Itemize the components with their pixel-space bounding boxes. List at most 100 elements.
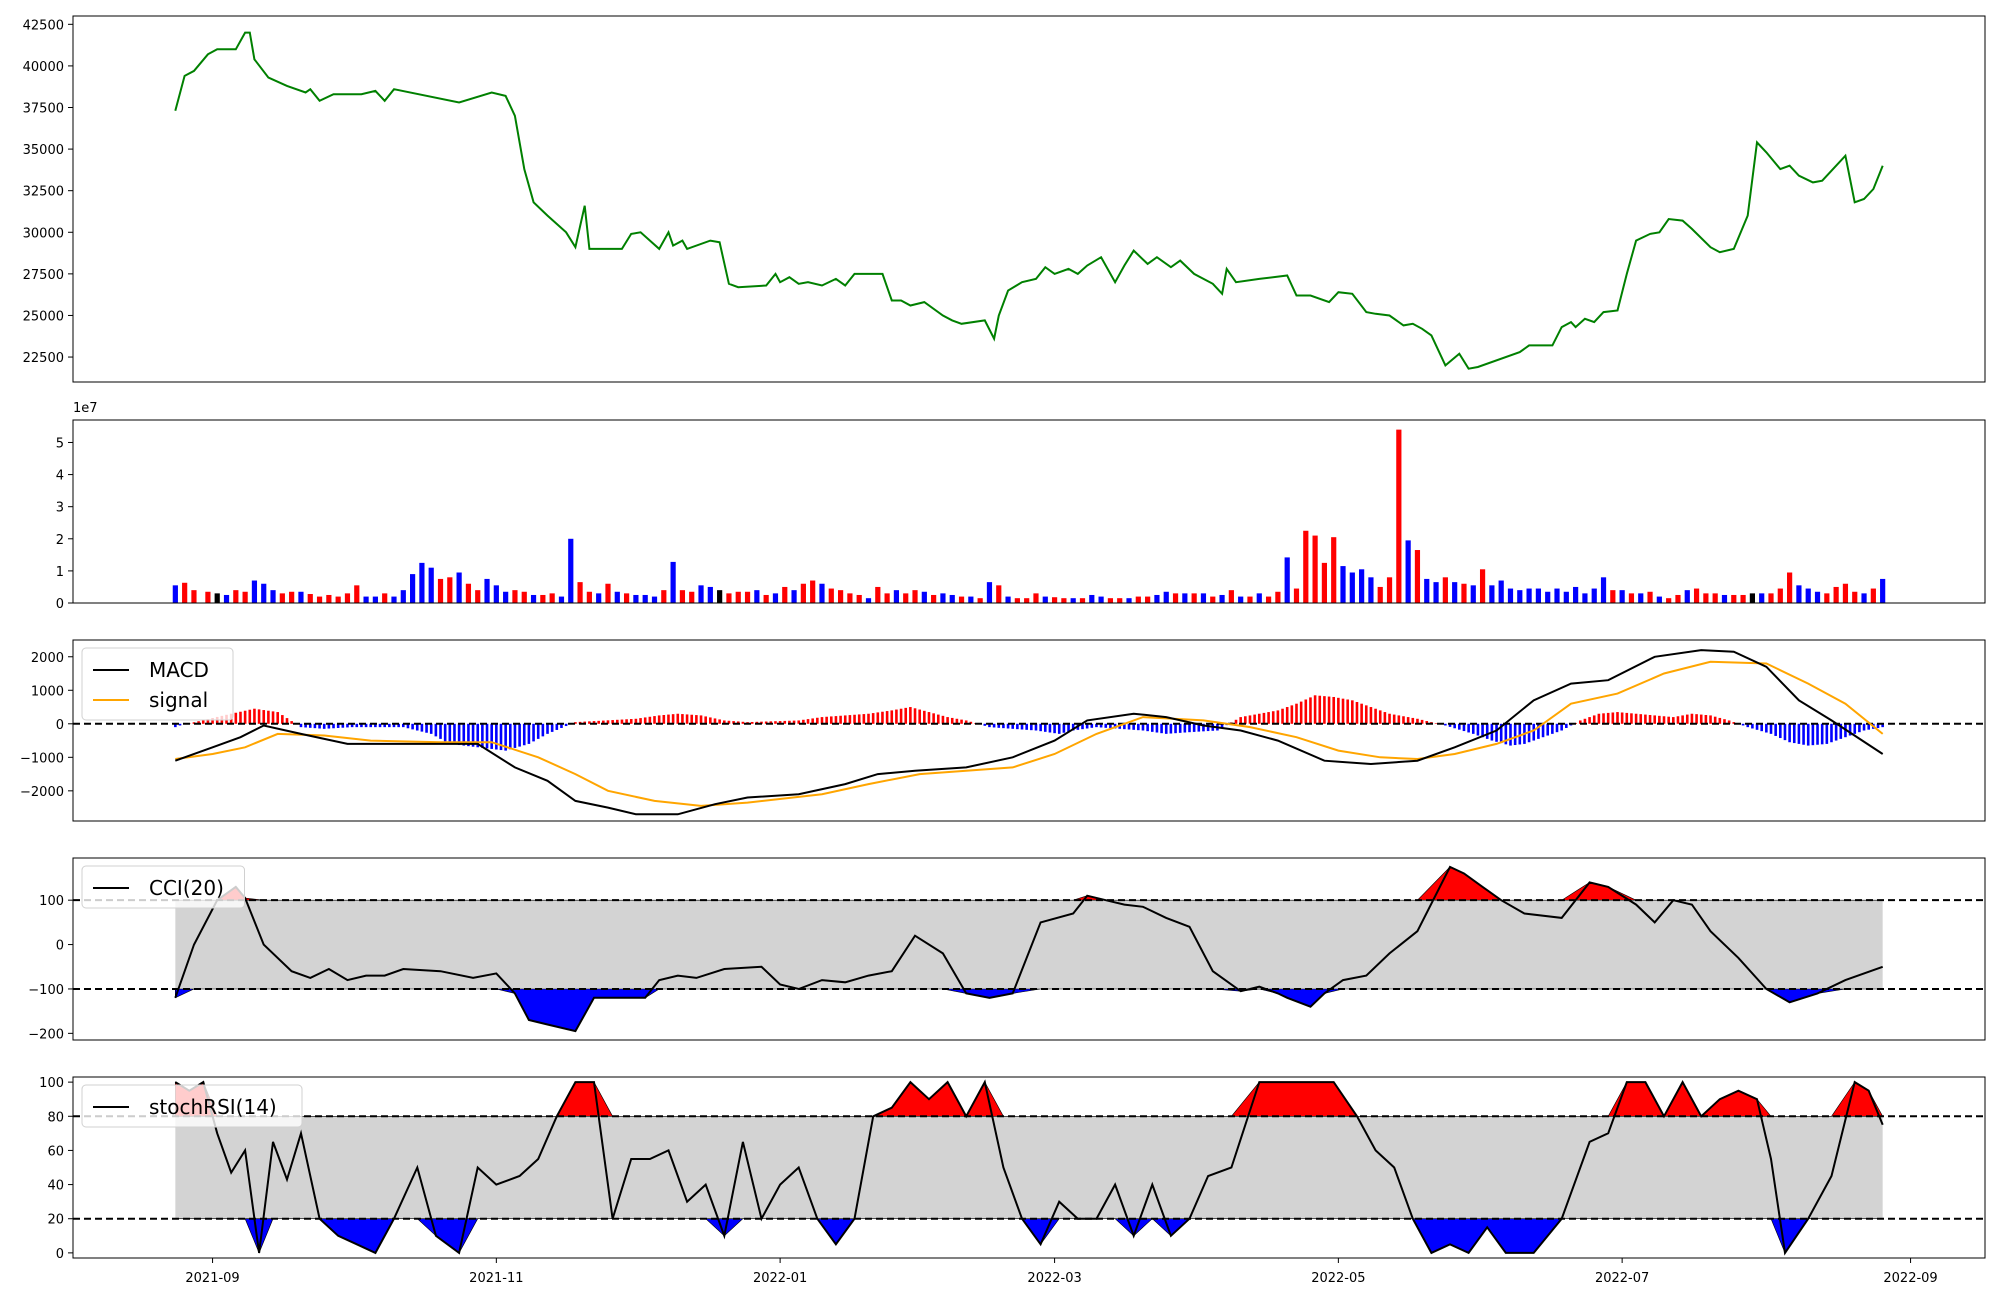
macd-histogram-bar: [1458, 723, 1461, 730]
macd-histogram-bar: [946, 717, 949, 724]
volume-bar: [1600, 577, 1607, 603]
volume-bar: [1070, 598, 1076, 603]
macd-histogram-bar: [397, 723, 400, 728]
volume-bar: [1256, 593, 1262, 603]
macd-histogram-bar: [876, 712, 880, 724]
macd-histogram-bar: [1220, 723, 1224, 728]
volume-bar: [1749, 593, 1755, 603]
macd-histogram-bar: [1309, 697, 1312, 724]
macd-histogram-bar: [1462, 723, 1466, 732]
macd-histogram-bar: [1732, 722, 1736, 724]
volume-bar: [772, 593, 779, 603]
overbought-fill: [175, 1081, 1884, 1117]
macd-histogram-bar: [1109, 723, 1112, 729]
macd-histogram-bar: [1774, 723, 1777, 736]
macd-histogram-bar: [950, 717, 954, 724]
volume-bar: [1787, 572, 1793, 603]
y-tick-label: 3: [56, 501, 64, 516]
macd-histogram-bar: [1630, 713, 1633, 724]
volume-bar: [1479, 569, 1486, 603]
macd-histogram-bar: [541, 723, 545, 737]
macd-histogram-bar: [639, 718, 642, 724]
macd-histogram-bar: [592, 721, 596, 724]
y-tick-label: 80: [47, 1110, 64, 1125]
x-tick-label: 2021-11: [469, 1271, 523, 1286]
macd-histogram-bar: [1030, 723, 1033, 731]
macd-histogram-bar: [736, 721, 740, 724]
macd-histogram-bar: [1690, 713, 1694, 724]
macd-histogram-bar: [336, 723, 340, 728]
y-tick-label: 32500: [23, 185, 64, 200]
volume-bar: [577, 582, 583, 603]
y-tick-label: 30000: [23, 226, 64, 241]
macd-histogram-bar: [1672, 717, 1675, 724]
macd-histogram-bar: [1495, 723, 1498, 742]
volume-bar: [735, 591, 741, 603]
macd-histogram-bar: [1020, 723, 1024, 730]
volume-bar: [1228, 590, 1234, 603]
macd-histogram-bar: [1299, 701, 1303, 724]
macd-histogram-bar: [811, 718, 814, 724]
cci-line: [174, 865, 1884, 1033]
macd-histogram-bar: [1444, 723, 1447, 726]
macd-histogram-bar: [406, 723, 410, 729]
volume-panel: 0 1 2 3 4 5 1e7: [56, 401, 1986, 612]
macd-histogram-bar: [522, 723, 526, 746]
macd-histogram-bar: [350, 723, 354, 728]
y-tick-label: 40000: [23, 60, 64, 75]
volume-bar: [251, 580, 258, 603]
macd-histogram-bar: [839, 715, 842, 724]
volume-bar: [940, 593, 946, 603]
macd-line: [174, 649, 1884, 816]
volume-bar: [1349, 572, 1355, 603]
y-tick-label: 35000: [23, 143, 64, 158]
macd-histogram-bar: [564, 723, 568, 727]
macd-histogram-bar: [1848, 723, 1852, 736]
legend-label: signal: [149, 688, 208, 712]
volume-bar: [689, 591, 695, 603]
volume-bar: [996, 585, 1002, 603]
volume-bar: [1414, 550, 1421, 603]
volume-bar: [977, 598, 983, 603]
macd-histogram-bar: [318, 723, 321, 729]
volume-bar: [1833, 586, 1839, 603]
y-tick-label: 0: [56, 718, 64, 733]
macd-histogram-bar: [1406, 717, 1410, 724]
macd-histogram-bar: [364, 723, 368, 728]
volume-bar: [419, 562, 425, 603]
macd-histogram-bar: [1676, 716, 1680, 724]
volume-bar: [1368, 577, 1374, 603]
macd-histogram-bar: [332, 723, 335, 729]
volume-bar: [865, 598, 872, 603]
macd-histogram-bar: [1239, 717, 1242, 724]
y-tick-label: 27500: [23, 268, 64, 283]
macd-histogram-bar: [453, 723, 456, 745]
volume-bar: [763, 594, 769, 603]
macd-histogram-bar: [1150, 723, 1154, 732]
macd-histogram-bar: [1783, 723, 1787, 741]
macd-histogram-bar: [1146, 723, 1149, 732]
macd-histogram-bar: [890, 710, 894, 724]
macd-histogram-bar: [588, 721, 591, 724]
macd-histogram-bar: [862, 714, 866, 724]
volume-bar: [382, 593, 388, 603]
macd-histogram-bar: [662, 714, 666, 724]
macd-histogram-bar: [1792, 723, 1796, 744]
cci-panel: −200 −100 0 100 CCI(20): [28, 857, 1986, 1042]
macd-histogram-bar: [1313, 695, 1317, 724]
volume-bar: [549, 593, 555, 603]
macd-histogram-bar: [1257, 713, 1261, 724]
macd-histogram-bar: [290, 721, 293, 724]
macd-histogram-bar: [550, 723, 554, 732]
macd-histogram-bar: [904, 707, 908, 724]
date-x-axis: 2021-09 2021-11 2022-01 2022-03 2022-05 2022-…: [185, 1258, 1938, 1286]
volume-bar: [893, 590, 900, 603]
macd-histogram-bar: [1002, 723, 1005, 729]
y-tick-label: 5: [56, 436, 64, 451]
y-tick-label: 100: [39, 1076, 64, 1091]
legend-box: [81, 647, 234, 721]
volume-bar: [1154, 594, 1160, 603]
macd-histogram-bar: [1727, 720, 1731, 724]
macd-histogram-bar: [1043, 723, 1047, 732]
macd-histogram-bar: [969, 721, 973, 724]
